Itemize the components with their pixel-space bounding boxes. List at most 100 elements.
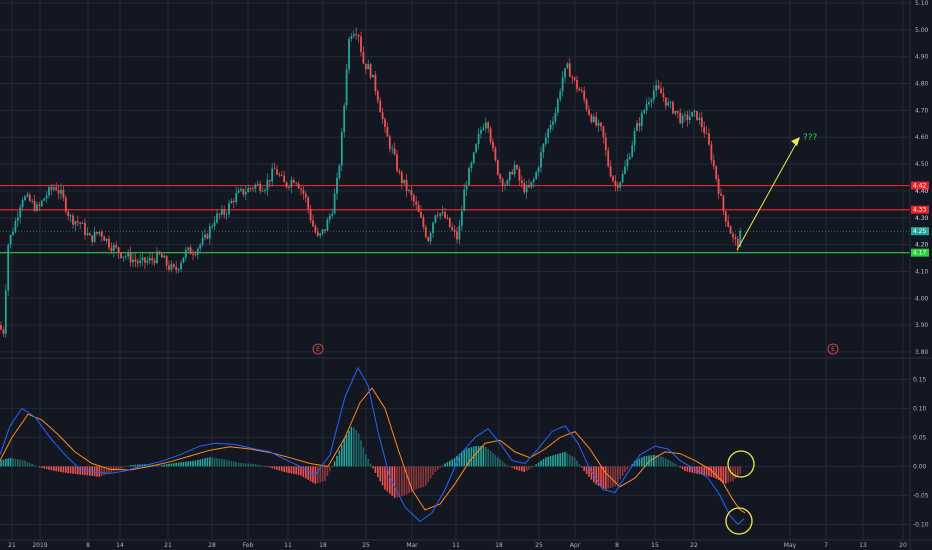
macd-tick-label: 0.05 [913, 434, 927, 441]
candle [304, 191, 307, 203]
candle [218, 212, 221, 220]
candle [612, 175, 614, 184]
candle [220, 205, 223, 217]
candle [254, 183, 257, 193]
candle [36, 201, 38, 213]
earnings-event-marker[interactable]: E [827, 343, 839, 355]
candle [206, 233, 209, 240]
macd-histogram-bar [449, 460, 451, 467]
candle [520, 175, 523, 188]
macd-histogram-bar [175, 462, 177, 467]
macd-histogram-bar [693, 466, 696, 474]
candle [732, 231, 734, 243]
candle [472, 151, 475, 165]
macd-histogram-bar [281, 466, 283, 472]
candle [324, 229, 326, 234]
macd-histogram-bar [477, 446, 480, 467]
macd-histogram-bar [492, 453, 494, 467]
candle [264, 187, 266, 194]
macd-histogram-bar [369, 463, 372, 467]
candle [513, 160, 516, 178]
macd-histogram-bar [463, 449, 465, 467]
candle [122, 256, 125, 262]
macd-histogram-bar [283, 466, 285, 472]
macd-histogram-bar [494, 455, 497, 467]
macd-histogram-bar [5, 458, 7, 467]
candle [384, 117, 386, 133]
macd-histogram-bar [48, 466, 50, 470]
candle [316, 227, 319, 238]
level-price-label: 4.17 [913, 250, 927, 257]
candle [309, 204, 312, 224]
candle [300, 186, 302, 196]
candle [494, 145, 497, 163]
time-tick-label: 18 [495, 542, 503, 549]
time-axis[interactable]: 21 2019 8 14 21 28 Feb 11 18 25 Mar 11 18 25 Apr 8 15 22 M… [8, 542, 907, 549]
candlestick-series [0, 27, 742, 338]
macd-histogram-bar [677, 465, 679, 467]
candle [168, 260, 170, 272]
macd-histogram-bar [516, 466, 518, 470]
macd-histogram-bar [422, 466, 425, 488]
macd-histogram-bar [305, 466, 307, 479]
candle [607, 146, 610, 168]
highlight-circle-macd-low[interactable] [725, 507, 753, 535]
candle [228, 199, 230, 218]
macd-histogram-bar [288, 466, 290, 473]
earnings-event-marker[interactable]: E [312, 343, 324, 355]
candle [640, 110, 643, 132]
time-tick-label: 22 [690, 542, 698, 549]
macd-histogram-bar [300, 466, 302, 476]
candle [91, 235, 94, 246]
time-tick-label: 21 [8, 542, 16, 549]
candle [180, 260, 182, 273]
macd-histogram-bar [333, 461, 336, 467]
candle [146, 256, 149, 266]
candle [398, 168, 401, 175]
candle [249, 186, 252, 192]
macd-histogram-bar [703, 466, 705, 475]
time-tick-label: 14 [116, 542, 124, 549]
macd-histogram-bar [552, 455, 554, 467]
macd-histogram-bar [403, 466, 405, 496]
macd-tick-label: -0.05 [913, 492, 929, 499]
candle [26, 191, 29, 199]
candle [684, 111, 686, 122]
candle [556, 97, 559, 116]
macd-histogram-bar [348, 430, 350, 467]
macd-histogram-bar [254, 464, 257, 467]
candle [372, 74, 374, 78]
time-tick-label: 8 [615, 542, 619, 549]
macd-histogram-bar [168, 463, 170, 467]
candle [96, 231, 98, 236]
candle [660, 81, 662, 94]
candle [16, 210, 19, 228]
candle [410, 186, 413, 201]
level-price-tag [911, 205, 929, 214]
candle [444, 207, 446, 219]
macd-histogram-bar [271, 466, 273, 469]
candle [352, 30, 355, 38]
macd-histogram-bar [372, 466, 374, 469]
macd-histogram-bar [79, 466, 81, 475]
price-tick-label: 4.30 [915, 215, 929, 222]
highlight-circle-histogram[interactable] [727, 450, 755, 478]
macd-tick-label: 0.15 [913, 376, 927, 383]
candle [708, 128, 710, 147]
macd-histogram-bar [573, 457, 576, 467]
candle [436, 211, 439, 218]
candle [427, 235, 430, 243]
macd-histogram-bar [415, 466, 417, 490]
macd-histogram-bar [60, 466, 62, 472]
candle [674, 110, 677, 116]
candle [429, 231, 432, 245]
annotation-arrow[interactable] [736, 141, 798, 251]
macd-histogram-bar [600, 466, 602, 488]
macd-histogram-bar [389, 466, 391, 494]
macd-histogram-bar [225, 459, 228, 467]
macd-histogram-bar [629, 466, 631, 467]
macd-histogram-bar [19, 459, 21, 467]
time-tick-label: 11 [452, 542, 460, 549]
